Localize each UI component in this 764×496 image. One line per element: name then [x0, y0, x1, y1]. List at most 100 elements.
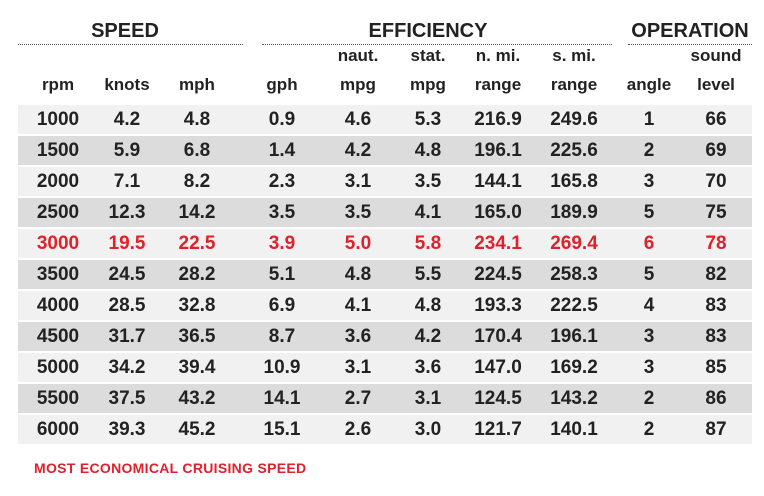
table-cell: 83 [705, 295, 727, 316]
table-cell: 224.5 [474, 264, 522, 285]
table-cell: 249.6 [550, 109, 598, 130]
table-cell: 143.2 [550, 388, 598, 409]
table-row: 4000 28.5 32.8 6.9 4.1 4.8 193.3 222.5 4 83 [18, 291, 752, 320]
group-header: OPERATION [631, 20, 749, 42]
table-cell: 5.5 [414, 264, 442, 285]
column-header: level [697, 75, 735, 94]
table-cell: 22.5 [178, 233, 216, 254]
table-cell: 3 [643, 171, 655, 192]
table-row: 3500 24.5 28.2 5.1 4.8 5.5 224.5 258.3 5 82 [18, 260, 752, 289]
column-header: mpg [340, 75, 376, 94]
table-cell: 1000 [36, 109, 80, 130]
table-cell: 124.5 [474, 388, 522, 409]
table-cell: 169.2 [550, 357, 598, 378]
column-header: stat. [410, 46, 446, 65]
table-cell: 14.1 [263, 388, 301, 409]
table-cell: 3.5 [268, 202, 296, 223]
column-header: knots [104, 75, 150, 94]
table-cell: 2000 [36, 171, 80, 192]
group-header: EFFICIENCY [368, 20, 488, 42]
table-cell: 28.2 [178, 264, 216, 285]
table-cell: 2 [643, 388, 655, 409]
table-cell: 28.5 [108, 295, 146, 316]
table-cell: 43.2 [178, 388, 216, 409]
table-cell: 5.8 [414, 233, 442, 254]
table-cell: 2 [643, 140, 655, 161]
table-row: 5000 34.2 39.4 10.9 3.1 3.6 147.0 169.2 3 85 [18, 353, 752, 382]
column-header: angle [626, 75, 672, 94]
table-cell: 5.9 [113, 140, 141, 161]
table-cell: 2.6 [344, 419, 372, 440]
table-cell: 83 [705, 326, 727, 347]
table-cell: 5.0 [344, 233, 372, 254]
table-cell: 4.8 [414, 295, 442, 316]
table-cell: 4.8 [344, 264, 372, 285]
table-cell: 3 [643, 326, 655, 347]
table-cell: 24.5 [108, 264, 146, 285]
table-cell: 45.2 [178, 419, 216, 440]
table-cell: 4.6 [344, 109, 372, 130]
table-cell: 258.3 [550, 264, 598, 285]
table-cell: 3.5 [344, 202, 372, 223]
table-cell: 6.9 [268, 295, 296, 316]
table-cell: 32.8 [178, 295, 216, 316]
table-cell: 4.8 [414, 140, 442, 161]
group-rule [628, 44, 752, 45]
table-cell: 14.2 [178, 202, 216, 223]
table-cell: 39.3 [108, 419, 146, 440]
table-cell: 189.9 [550, 202, 598, 223]
table-cell: 5 [643, 202, 655, 223]
table-cell: 86 [705, 388, 727, 409]
table-cell: 5 [643, 264, 655, 285]
column-header: mph [179, 75, 215, 94]
table-cell: 10.9 [263, 357, 301, 378]
table-cell: 2.7 [344, 388, 372, 409]
table-cell: 216.9 [474, 109, 522, 130]
table-cell: 3.1 [344, 171, 372, 192]
column-header: n. mi. [475, 46, 521, 65]
table-cell: 144.1 [474, 171, 522, 192]
table-cell: 4.2 [344, 140, 372, 161]
table-row: 4500 31.7 36.5 8.7 3.6 4.2 170.4 196.1 3 83 [18, 322, 752, 351]
table-cell: 5.3 [414, 109, 442, 130]
table-cell: 3.6 [414, 357, 442, 378]
table-row: 2500 12.3 14.2 3.5 3.5 4.1 165.0 189.9 5 75 [18, 198, 752, 227]
table-cell: 5500 [36, 388, 80, 409]
table-cell: 2500 [36, 202, 80, 223]
table-cell: 12.3 [108, 202, 146, 223]
table-cell: 170.4 [474, 326, 522, 347]
table-cell: 34.2 [108, 357, 146, 378]
group-header: SPEED [91, 20, 159, 42]
table-cell: 121.7 [474, 419, 522, 440]
table-cell: 196.1 [550, 326, 598, 347]
table-cell: 5.1 [268, 264, 296, 285]
table-cell: 1.4 [268, 140, 296, 161]
table-cell: 165.0 [474, 202, 522, 223]
table-cell: 6000 [36, 419, 80, 440]
table-row: 1500 5.9 6.8 1.4 4.2 4.8 196.1 225.6 2 69 [18, 136, 752, 165]
table-cell: 147.0 [474, 357, 522, 378]
table-cell: 4.2 [113, 109, 141, 130]
table-cell: 87 [705, 419, 727, 440]
table-cell: 66 [705, 109, 727, 130]
table-cell: 69 [705, 140, 727, 161]
table-cell: 7.1 [113, 171, 141, 192]
table-cell: 1500 [36, 140, 80, 161]
table-cell: 75 [705, 202, 727, 223]
table-cell: 70 [705, 171, 727, 192]
table-cell: 82 [705, 264, 727, 285]
table-cell: 4000 [36, 295, 80, 316]
table-cell: 269.4 [550, 233, 598, 254]
group-rule [18, 44, 243, 45]
table-cell: 222.5 [550, 295, 598, 316]
table-cell: 37.5 [108, 388, 146, 409]
table-cell: 3.9 [268, 233, 296, 254]
table-cell: 6 [643, 233, 655, 254]
table-cell: 1 [643, 109, 655, 130]
table-cell: 234.1 [474, 233, 522, 254]
column-header: range [474, 75, 522, 94]
table-cell: 3.5 [414, 171, 442, 192]
footnote: MOST ECONOMICAL CRUISING SPEED [34, 460, 307, 476]
table-cell: 4.1 [414, 202, 442, 223]
column-header: range [550, 75, 598, 94]
